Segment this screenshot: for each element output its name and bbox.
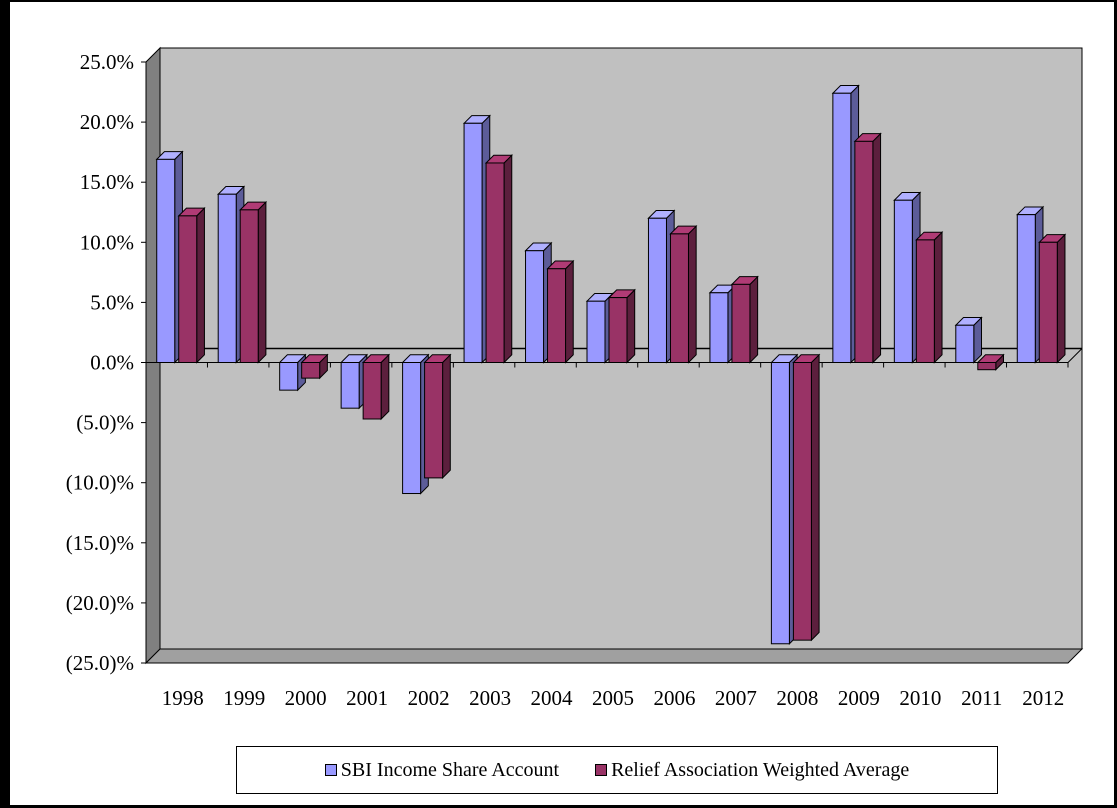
bar-side [872, 132, 882, 364]
y-tick-label: (10.0)% [66, 471, 134, 495]
bar-front [217, 193, 237, 363]
bar-front [977, 362, 997, 371]
legend: SBI Income Share Account Relief Associat… [236, 746, 998, 794]
y-tick-label: 25.0% [80, 50, 134, 74]
bar-front [178, 215, 198, 363]
bar-relief-2010 [915, 230, 944, 364]
bar-relief-2004 [546, 259, 575, 364]
legend-swatch-relief [595, 764, 608, 776]
bar-front [608, 297, 628, 364]
bar-relief-1999 [238, 200, 268, 364]
tick-labels: 25.0% 20.0% 15.0% 10.0% 5.0% 0.0% (5.0)% (10.0)… [66, 50, 1065, 710]
x-axis-depth [1067, 348, 1083, 363]
bar-side [503, 154, 513, 364]
bar-front [731, 283, 751, 363]
bar-relief-2008 [792, 353, 821, 642]
floor [144, 648, 1084, 664]
bar-front [669, 233, 689, 363]
bar-relief-2003 [484, 154, 513, 364]
bar-front [485, 162, 505, 363]
x-tick-label: 2006 [653, 686, 695, 710]
bar-front [525, 250, 545, 364]
bar-relief-2009 [853, 132, 882, 364]
bar-side [933, 230, 943, 364]
bar-relief-2006 [669, 224, 698, 364]
bar-front [463, 122, 483, 363]
x-tick-label: 2009 [838, 686, 880, 710]
bar-side [196, 206, 205, 364]
x-tick-label: 2004 [531, 686, 574, 710]
bar-front [547, 268, 567, 363]
bar-front [709, 292, 729, 363]
bar-side [626, 288, 636, 364]
y-tick-label: 5.0% [90, 290, 134, 314]
x-tick-label: 2012 [1022, 686, 1064, 710]
y-tick-label: (5.0)% [76, 411, 134, 435]
bar-front [156, 158, 176, 363]
x-tick-label: 2000 [285, 686, 327, 710]
bar-front [955, 324, 975, 364]
bar-sbi-2011 [954, 316, 983, 364]
x-tick-label: 2011 [961, 686, 1002, 710]
bar-front [647, 217, 667, 363]
y-tick-label: (20.0)% [66, 591, 134, 615]
y-tick-label: 0.0% [90, 351, 134, 375]
y-tick-label: 20.0% [80, 110, 134, 134]
bar-front [279, 362, 299, 391]
bar-relief-1998 [177, 206, 206, 364]
bar-relief-2001 [361, 353, 391, 421]
bar-front [792, 362, 812, 641]
bar-side [749, 275, 759, 364]
bar-relief-2007 [730, 275, 759, 364]
bar-front [424, 362, 444, 479]
bar-side [442, 353, 451, 480]
x-tick-label: 1999 [223, 686, 265, 710]
bar-side [1056, 233, 1066, 364]
bar-relief-2012 [1038, 233, 1067, 364]
bar-sbi-2000 [278, 353, 307, 392]
bar-front [854, 140, 874, 363]
bar-relief-2000 [300, 353, 329, 380]
bar-side [257, 200, 267, 364]
y-tick-label: 10.0% [80, 230, 134, 254]
bar-side [810, 353, 820, 642]
legend-label-sbi: SBI Income Share Account [340, 758, 560, 781]
bar-front [893, 199, 913, 363]
bar-relief-2002 [423, 353, 452, 480]
bars [155, 84, 1067, 645]
bar-side [565, 259, 574, 364]
x-tick-label: 1998 [162, 686, 204, 710]
bar-front [340, 362, 360, 409]
x-tick-label: 2003 [469, 686, 511, 710]
legend-label-relief: Relief Association Weighted Average [611, 758, 910, 781]
x-tick-label: 2002 [408, 686, 450, 710]
bar-front [301, 362, 321, 379]
bar-relief-2011 [976, 353, 1005, 371]
bar-front [1016, 214, 1036, 363]
bar-front [239, 209, 259, 363]
x-tick-label: 2001 [346, 686, 388, 710]
bar-front [586, 300, 606, 363]
x-tick-label: 2010 [899, 686, 941, 710]
bar-front [402, 362, 422, 495]
legend-swatch-sbi [324, 764, 337, 776]
x-tick-label: 2008 [776, 686, 818, 710]
bar-side [687, 224, 697, 364]
bar-front [1038, 241, 1058, 363]
bar-front [770, 362, 790, 645]
x-tick-label: 2007 [715, 686, 757, 710]
x-tick-label: 2005 [592, 686, 634, 710]
bar-front [832, 92, 852, 363]
bar-front [362, 362, 382, 420]
bar-relief-2005 [607, 288, 636, 364]
y-tick-label: (25.0)% [66, 651, 134, 675]
legend-item-sbi: SBI Income Share Account [324, 758, 560, 782]
y-tick-label: (15.0)% [66, 531, 134, 555]
bar-front [915, 239, 935, 363]
bar-side [380, 353, 390, 421]
legend-item-relief: Relief Association Weighted Average [595, 759, 909, 782]
y-tick-label: 15.0% [80, 170, 134, 194]
